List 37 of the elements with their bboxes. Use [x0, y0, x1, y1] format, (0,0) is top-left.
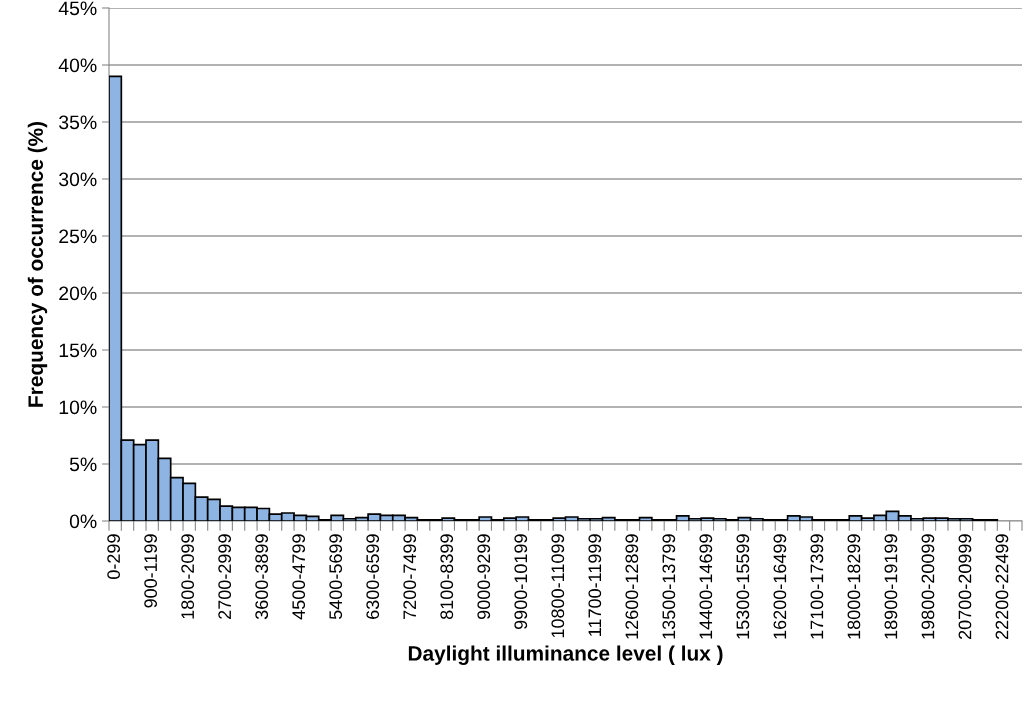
x-tick-label: 1800-2099 — [181, 534, 195, 619]
x-axis-title: Daylight illuminance level ( lux ) — [408, 645, 723, 665]
x-tick-label: 900-1199 — [144, 534, 158, 608]
x-tick-label: 18900-19199 — [884, 534, 898, 639]
y-axis-title: Frequency of occurrence (%) — [27, 121, 48, 407]
y-tick-label: 35% — [59, 115, 97, 130]
y-tick-label: 0% — [69, 514, 97, 529]
x-tick-label: 20700-20999 — [958, 534, 972, 640]
x-tick-label: 0-299 — [107, 534, 121, 579]
x-tick-label: 3600-3899 — [255, 534, 269, 620]
x-tick-label: 18000-18299 — [847, 534, 861, 639]
x-tick-label: 4500-4799 — [292, 534, 306, 620]
x-tick-label: 2700-2999 — [218, 534, 232, 619]
x-tick-label: 5400-5699 — [329, 534, 343, 620]
x-tick-label: 9900-10199 — [514, 534, 528, 630]
x-tick-label: 19800-20099 — [921, 534, 935, 639]
x-tick-label: 8100-8399 — [440, 534, 454, 620]
y-tick-label: 5% — [69, 457, 97, 472]
x-tick-label: 9000-9299 — [477, 534, 491, 619]
y-tick-label: 20% — [59, 286, 97, 301]
x-tick-label: 22200-22499 — [995, 534, 1009, 640]
x-tick-label: 17100-17399 — [810, 534, 824, 639]
x-tick-label: 7200-7499 — [403, 534, 417, 619]
y-tick-label: 25% — [59, 229, 97, 244]
y-tick-label: 15% — [59, 343, 97, 358]
x-tick-label: 11700-11999 — [588, 534, 602, 636]
y-tick-label: 40% — [58, 58, 97, 73]
x-tick-label: 15300-15599 — [736, 534, 750, 639]
x-tick-label: 6300-6599 — [366, 534, 380, 619]
y-tick-label: 10% — [59, 400, 97, 415]
x-tick-label: 12600-12899 — [625, 534, 639, 639]
x-tick-label: 14400-14699 — [699, 534, 713, 639]
x-tick-label: 10800-11099 — [551, 534, 565, 638]
x-tick-label: 13500-13799 — [662, 534, 676, 639]
x-tick-label: 16200-16499 — [773, 534, 787, 639]
y-tick-label: 30% — [59, 172, 97, 187]
y-tick-label: 45% — [58, 1, 97, 16]
